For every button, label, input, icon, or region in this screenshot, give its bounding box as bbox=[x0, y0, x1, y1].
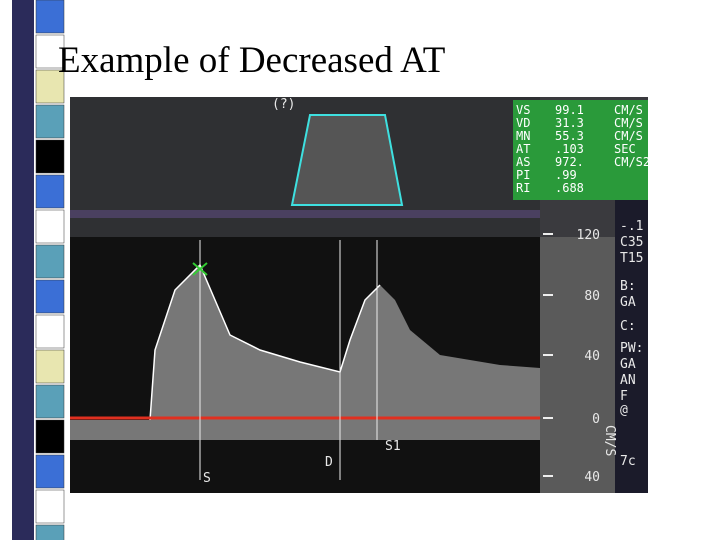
measurement-text: .688 bbox=[555, 181, 584, 195]
side-text: GA bbox=[620, 295, 636, 310]
stripe-square bbox=[35, 489, 65, 524]
stripe bbox=[12, 0, 34, 540]
measurement-text: 972. bbox=[555, 155, 584, 169]
side-text: 7c bbox=[620, 454, 636, 469]
measurement-text: .99 bbox=[555, 168, 577, 182]
scale-label: 80 bbox=[584, 289, 600, 304]
peak-marker bbox=[192, 262, 208, 276]
measurement-text: VD bbox=[516, 116, 530, 130]
stripe-square bbox=[35, 419, 65, 454]
side-panel bbox=[615, 200, 648, 493]
measurement-text: 31.3 bbox=[555, 116, 584, 130]
ultrasound-image: (?) bbox=[70, 97, 648, 493]
side-text: -.1 bbox=[620, 219, 643, 234]
measurement-text: .103 bbox=[555, 142, 584, 156]
side-text: B: bbox=[620, 279, 636, 294]
measurement-text: 99.1 bbox=[555, 103, 584, 117]
marker-label: D bbox=[325, 455, 333, 470]
decorative-stripes bbox=[12, 0, 65, 540]
stripe-square bbox=[35, 454, 65, 489]
scale-unit: CM/S bbox=[602, 425, 617, 456]
measurement-text: CM/S bbox=[614, 129, 643, 143]
stripe-square bbox=[35, 34, 65, 69]
stripe-square bbox=[35, 279, 65, 314]
scale-label: 40 bbox=[584, 349, 600, 364]
measurement-text: PI bbox=[516, 168, 530, 182]
marker-label: S bbox=[203, 471, 211, 486]
side-text: T15 bbox=[620, 251, 643, 266]
measurement-text: SEC bbox=[614, 142, 636, 156]
stripe-square bbox=[35, 139, 65, 174]
scale-label: 40 bbox=[584, 470, 600, 485]
stripe-square bbox=[35, 244, 65, 279]
stripe-square bbox=[35, 0, 65, 34]
stripe-square bbox=[35, 209, 65, 244]
scale-label: 120 bbox=[577, 228, 600, 243]
marker-label: S1 bbox=[385, 439, 401, 454]
measurement-text: MN bbox=[516, 129, 530, 143]
slide-title: Example of Decreased AT bbox=[58, 40, 445, 81]
measurement-text: AT bbox=[516, 142, 530, 156]
measurement-text: VS bbox=[516, 103, 530, 117]
envelope bbox=[149, 263, 381, 421]
measurement-text: AS bbox=[516, 155, 530, 169]
measurement-box bbox=[513, 100, 648, 200]
side-text: @ bbox=[620, 403, 628, 418]
measurement-text: 55.3 bbox=[555, 129, 584, 143]
side-text: GA bbox=[620, 357, 636, 372]
doppler-spectrum bbox=[70, 265, 540, 440]
sector-box bbox=[290, 114, 404, 206]
measurement-text: RI bbox=[516, 181, 530, 195]
stripe-square bbox=[35, 349, 65, 384]
side-text: C: bbox=[620, 319, 636, 334]
stripe-square bbox=[35, 524, 65, 540]
side-text: C35 bbox=[620, 235, 643, 250]
stripe-square bbox=[35, 104, 65, 139]
side-text: F bbox=[620, 389, 628, 404]
stripe-square bbox=[35, 174, 65, 209]
measurement-text: CM/S2 bbox=[614, 155, 650, 169]
side-text: PW: bbox=[620, 341, 643, 356]
top-label: (?) bbox=[272, 97, 295, 112]
band bbox=[70, 210, 540, 218]
measurement-text: CM/S bbox=[614, 116, 643, 130]
stripe-square bbox=[35, 314, 65, 349]
side-text: AN bbox=[620, 373, 636, 388]
stripe-square bbox=[35, 384, 65, 419]
measurement-text: CM/S bbox=[614, 103, 643, 117]
scale-label: 0 bbox=[592, 412, 600, 427]
scale-column bbox=[540, 237, 615, 493]
stripe-square bbox=[35, 69, 65, 104]
